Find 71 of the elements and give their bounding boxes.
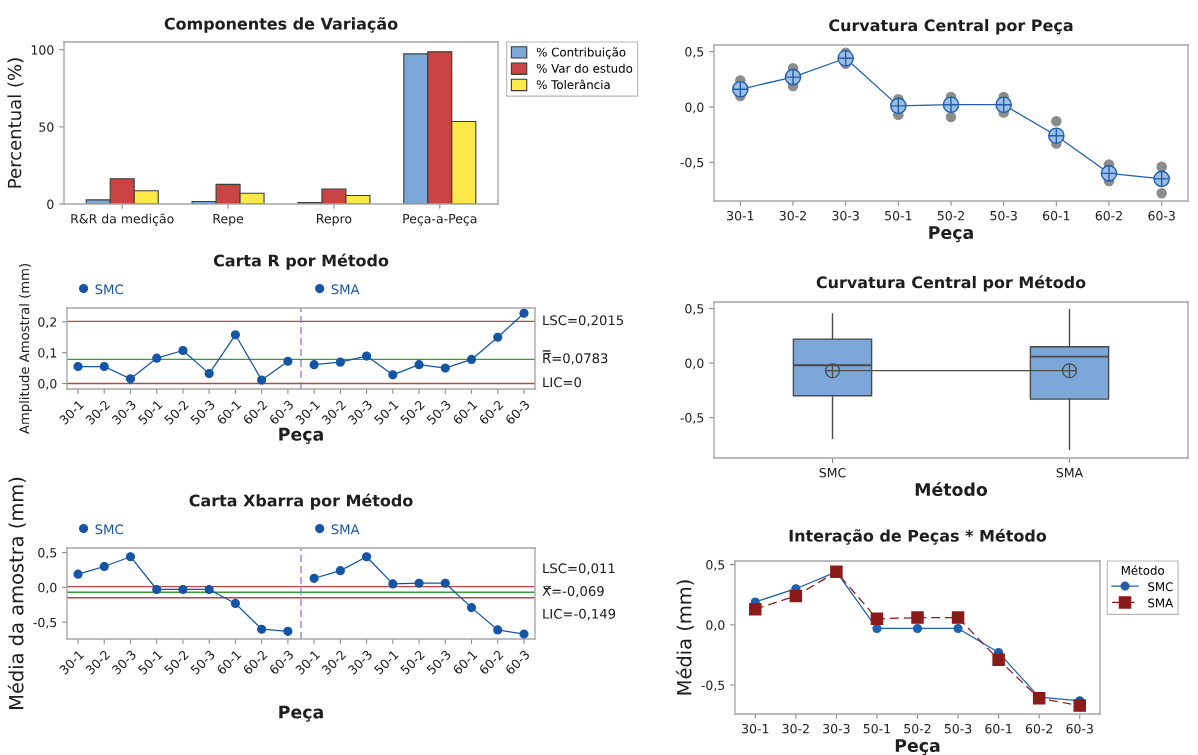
y-axis-title: Média da amostra (mm) [7, 477, 26, 709]
y-tick-label: 0,5 [685, 304, 704, 315]
x-tick-label: 50-1 [863, 723, 890, 734]
legend-label: SMC [1148, 582, 1173, 592]
y-tick-label: 100 [31, 45, 54, 55]
y-tick-label: 0 [47, 199, 54, 209]
legend-label: SMA [331, 284, 360, 295]
x-tick-label: 30-1 [742, 723, 769, 734]
chart-title: Componentes de Variação [164, 17, 398, 33]
y-tick-label: 0,5 [706, 560, 725, 571]
legend-label: SMA [1148, 598, 1174, 608]
x-tick-label: 30-1 [727, 210, 754, 221]
ref-line-label: LIC=-0,149 [543, 608, 616, 621]
y-tick-label: 0,2 [38, 317, 57, 329]
x-tick-label: 50-2 [937, 210, 964, 221]
x-tick-label: 60-1 [985, 723, 1012, 734]
x-tick-label: Peça-a-Peça [403, 214, 477, 226]
legend-label: SMC [95, 524, 123, 535]
x-tick-label: 50-1 [885, 210, 912, 221]
y-tick-label: 0,0 [685, 358, 704, 370]
legend-label: SMA [331, 524, 360, 535]
x-tick-label: 30-3 [832, 210, 859, 221]
y-tick-label: -0,5 [680, 413, 704, 424]
y-axis-title: Média (mm) [675, 580, 694, 695]
x-tick-label: 60-2 [1025, 723, 1053, 734]
x-tick-label: 50-3 [990, 210, 1017, 221]
y-axis-title: Amplitude Amostral (mm) [19, 264, 32, 434]
y-tick-label: 50 [39, 122, 54, 132]
ref-line-label: R̅=0,0783 [543, 353, 608, 365]
legend-label: % Contribuição [536, 47, 626, 59]
y-tick-label: -0,5 [701, 680, 725, 692]
x-tick-label: 60-3 [1066, 723, 1093, 734]
y-tick-label: -0,5 [33, 617, 57, 629]
ref-line-label: X̿=-0,069 [542, 585, 604, 598]
x-tick-label: Repe [213, 214, 244, 226]
ref-line-label: LSC=0,2015 [543, 315, 624, 327]
legend-label: SMC [95, 284, 123, 295]
y-tick-label: 0,0 [38, 582, 57, 594]
x-axis-title: Peça [895, 739, 940, 755]
legend-title: Método [1121, 565, 1165, 575]
chart-title: Carta Xbarra por Método [189, 493, 413, 510]
legend-label: % Tolerância [536, 79, 610, 90]
chart-title: Carta R por Método [213, 253, 389, 270]
ref-line-label: LSC=0,011 [543, 563, 615, 575]
chart-title: Curvatura Central por Método [816, 275, 1086, 292]
x-tick-label: 60-2 [1095, 210, 1122, 221]
x-tick-label: 60-3 [1148, 210, 1175, 221]
x-tick-label: Repro [317, 214, 352, 226]
x-tick-label: 30-2 [782, 723, 809, 734]
x-axis-title: Peça [929, 226, 973, 243]
chart-title: Interação de Peças * Método [789, 528, 1047, 545]
y-tick-label: 0,0 [38, 378, 57, 390]
x-axis-title: Peça [279, 705, 323, 722]
y-tick-label: 0,1 [38, 348, 57, 359]
x-tick-label: 60-1 [1043, 210, 1070, 221]
legend-label: % Var do estudo [536, 63, 633, 73]
y-tick-label: -0,5 [680, 157, 704, 169]
x-tick-label: 50-2 [904, 723, 931, 734]
x-tick-label: R&R da medição [71, 213, 174, 226]
x-tick-label: 50-3 [944, 723, 972, 734]
y-tick-label: 0,5 [685, 47, 704, 58]
y-tick-label: 0,0 [706, 620, 725, 632]
x-axis-title: Método [915, 481, 988, 497]
y-tick-label: 0,0 [685, 102, 704, 114]
y-tick-label: 0,5 [38, 548, 57, 559]
x-tick-label: 30-3 [823, 723, 850, 734]
x-tick-label: 30-2 [779, 210, 806, 221]
ref-line-label: LIC=0 [543, 377, 582, 388]
y-axis-title: Percentual (%) [7, 58, 24, 188]
x-axis-title: Peça [279, 427, 323, 444]
chart-title: Curvatura Central por Peça [829, 18, 1073, 35]
